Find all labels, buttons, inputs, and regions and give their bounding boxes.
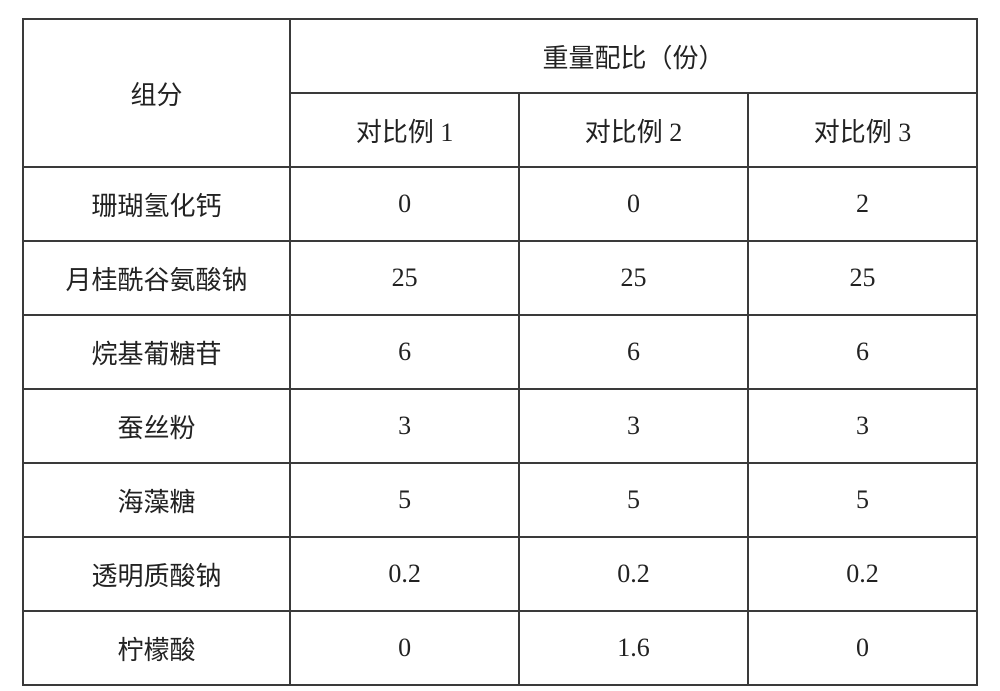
header-col-1: 对比例 1	[290, 93, 519, 167]
row-label: 月桂酰谷氨酸钠	[23, 241, 290, 315]
cell-value: 1.6	[519, 611, 748, 685]
row-label: 海藻糖	[23, 463, 290, 537]
cell-value: 6	[748, 315, 977, 389]
table-row: 柠檬酸 0 1.6 0	[23, 611, 977, 685]
row-label: 柠檬酸	[23, 611, 290, 685]
cell-value: 5	[748, 463, 977, 537]
header-col-2: 对比例 2	[519, 93, 748, 167]
table-row: 月桂酰谷氨酸钠 25 25 25	[23, 241, 977, 315]
cell-value: 6	[290, 315, 519, 389]
table-row: 珊瑚氢化钙 0 0 2	[23, 167, 977, 241]
composition-table: 组分 重量配比（份） 对比例 1 对比例 2 对比例 3 珊瑚氢化钙 0 0 2…	[22, 18, 978, 686]
header-row-label: 组分	[23, 19, 290, 167]
cell-value: 3	[290, 389, 519, 463]
cell-value: 0.2	[519, 537, 748, 611]
row-label: 蚕丝粉	[23, 389, 290, 463]
cell-value: 0	[290, 611, 519, 685]
cell-value: 25	[290, 241, 519, 315]
row-label: 珊瑚氢化钙	[23, 167, 290, 241]
cell-value: 0	[290, 167, 519, 241]
table-row: 海藻糖 5 5 5	[23, 463, 977, 537]
cell-value: 0	[519, 167, 748, 241]
cell-value: 25	[519, 241, 748, 315]
header-col-3: 对比例 3	[748, 93, 977, 167]
cell-value: 0	[748, 611, 977, 685]
cell-value: 0.2	[748, 537, 977, 611]
row-label: 烷基葡糖苷	[23, 315, 290, 389]
row-label: 透明质酸钠	[23, 537, 290, 611]
table-row: 烷基葡糖苷 6 6 6	[23, 315, 977, 389]
cell-value: 3	[748, 389, 977, 463]
table-row: 蚕丝粉 3 3 3	[23, 389, 977, 463]
cell-value: 5	[290, 463, 519, 537]
cell-value: 6	[519, 315, 748, 389]
cell-value: 25	[748, 241, 977, 315]
cell-value: 5	[519, 463, 748, 537]
cell-value: 0.2	[290, 537, 519, 611]
table-row: 透明质酸钠 0.2 0.2 0.2	[23, 537, 977, 611]
cell-value: 3	[519, 389, 748, 463]
cell-value: 2	[748, 167, 977, 241]
header-group-label: 重量配比（份）	[290, 19, 977, 93]
